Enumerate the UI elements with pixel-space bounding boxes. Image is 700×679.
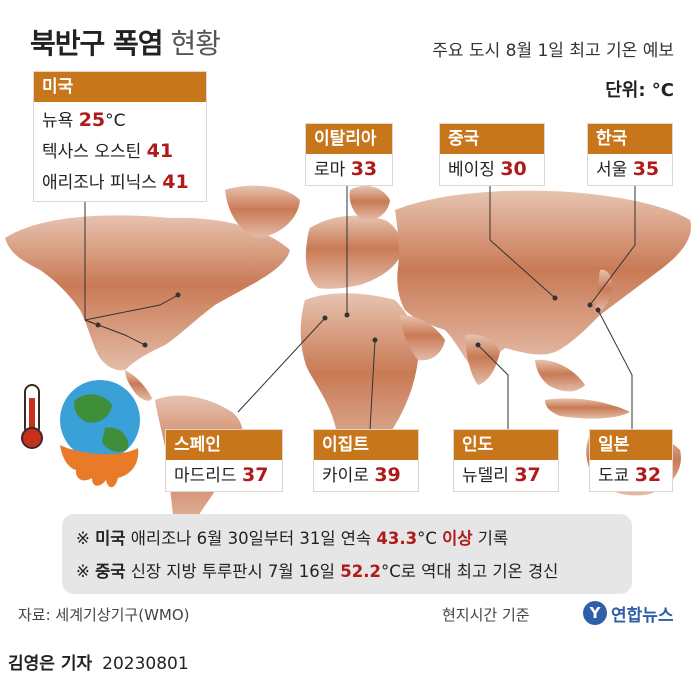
greenland	[225, 185, 300, 238]
city-row: 마드리드 37	[174, 464, 269, 486]
europe	[305, 215, 402, 289]
city-row: 텍사스 오스틴 41	[42, 140, 174, 162]
note-line: ※ 중국 신장 지방 투루판시 7월 16일 52.2°C로 역대 최고 기온 …	[76, 562, 559, 581]
card-china-header: 중국	[440, 124, 544, 154]
card-spain: 스페인 마드리드 37	[166, 430, 282, 491]
india	[465, 334, 500, 385]
card-korea-header: 한국	[588, 124, 672, 154]
city-row: 베이징 30	[448, 158, 527, 180]
source-label: 자료: 세계기상기구(WMO)	[18, 606, 190, 624]
unit-label: 단위: °C	[605, 80, 674, 101]
city-row: 로마 33	[314, 158, 378, 180]
city-row: 카이로 39	[322, 464, 401, 486]
infographic: 북반구 폭염 현황 주요 도시 8월 1일 최고 기온 예보 단위: °C	[5, 27, 691, 627]
melting-globe-illustration	[21, 380, 140, 488]
southeast-asia	[535, 359, 585, 392]
card-italy-header: 이탈리아	[306, 124, 392, 154]
card-japan-header: 일본	[590, 430, 672, 460]
city-row: 서울 35	[596, 158, 660, 180]
subtitle: 주요 도시 8월 1일 최고 기온 예보	[432, 41, 674, 61]
card-egypt-header: 이집트	[314, 430, 418, 460]
reporter-name: 김영은 기자	[8, 654, 93, 674]
card-korea: 한국 서울 35	[588, 124, 672, 185]
arabia	[400, 315, 445, 361]
city-row: 애리조나 피닉스 41	[42, 171, 189, 193]
indonesia	[545, 398, 630, 419]
card-usa-header: 미국	[34, 72, 206, 102]
city-row: 뉴델리 37	[462, 464, 541, 486]
north-america	[5, 215, 290, 371]
logo-icon: Y	[583, 601, 607, 625]
city-dots	[95, 292, 601, 348]
scandinavia	[349, 185, 390, 221]
notes-box: ※ 미국 애리조나 6월 30일부터 31일 연속 43.3°C 이상 기록 ※…	[62, 514, 632, 594]
card-italy: 이탈리아 로마 33	[306, 124, 392, 185]
byline: 김영은 기자 20230801	[0, 640, 700, 679]
city-row: 도쿄 32	[598, 464, 662, 486]
card-india: 인도 뉴델리 37	[454, 430, 558, 491]
page-title: 북반구 폭염 현황	[30, 27, 221, 60]
note-line: ※ 미국 애리조나 6월 30일부터 31일 연속 43.3°C 이상 기록	[76, 529, 509, 548]
card-egypt: 이집트 카이로 39	[314, 430, 418, 491]
logo-text: 연합뉴스	[611, 605, 674, 626]
yonhap-logo: Y 연합뉴스	[583, 599, 674, 627]
africa	[300, 293, 419, 470]
card-spain-header: 스페인	[166, 430, 282, 460]
card-india-header: 인도	[454, 430, 558, 460]
central-america	[125, 370, 152, 401]
card-usa: 미국 뉴욕 25°C 텍사스 오스틴 41 애리조나 피닉스 41	[34, 72, 206, 201]
time-basis-label: 현지시간 기준	[442, 606, 530, 624]
city-row: 뉴욕 25°C	[42, 109, 126, 131]
asia	[395, 190, 691, 367]
card-china: 중국 베이징 30	[440, 124, 544, 185]
publish-date: 20230801	[102, 654, 189, 674]
card-japan: 일본 도쿄 32	[590, 430, 672, 491]
